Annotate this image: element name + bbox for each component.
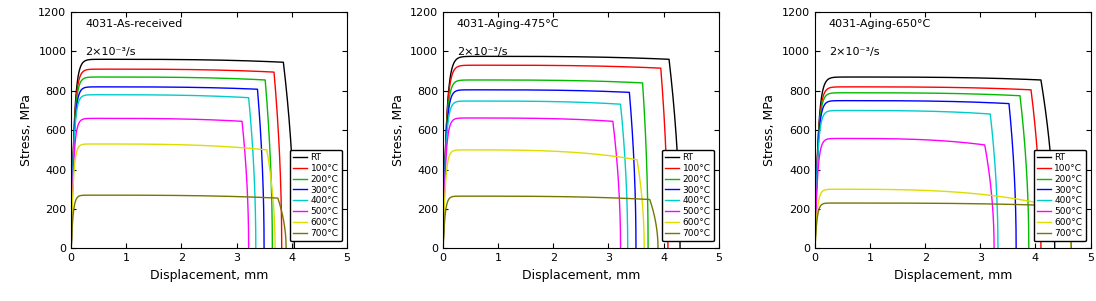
Text: 2×10⁻³/s: 2×10⁻³/s: [85, 48, 136, 57]
Text: 4031-Aging-650°C: 4031-Aging-650°C: [829, 19, 932, 29]
Legend: RT, 100°C, 200°C, 300°C, 400°C, 500°C, 600°C, 700°C: RT, 100°C, 200°C, 300°C, 400°C, 500°C, 6…: [662, 150, 715, 241]
Legend: RT, 100°C, 200°C, 300°C, 400°C, 500°C, 600°C, 700°C: RT, 100°C, 200°C, 300°C, 400°C, 500°C, 6…: [289, 150, 342, 241]
Text: 2×10⁻³/s: 2×10⁻³/s: [457, 48, 507, 57]
Text: 4031-As-received: 4031-As-received: [85, 19, 182, 29]
Y-axis label: Stress, MPa: Stress, MPa: [391, 94, 404, 166]
Y-axis label: Stress, MPa: Stress, MPa: [20, 94, 33, 166]
X-axis label: Displacement, mm: Displacement, mm: [522, 269, 640, 282]
Legend: RT, 100°C, 200°C, 300°C, 400°C, 500°C, 600°C, 700°C: RT, 100°C, 200°C, 300°C, 400°C, 500°C, 6…: [1034, 150, 1086, 241]
Y-axis label: Stress, MPa: Stress, MPa: [764, 94, 776, 166]
Text: 2×10⁻³/s: 2×10⁻³/s: [829, 48, 879, 57]
X-axis label: Displacement, mm: Displacement, mm: [150, 269, 269, 282]
X-axis label: Displacement, mm: Displacement, mm: [893, 269, 1012, 282]
Text: 4031-Aging-475°C: 4031-Aging-475°C: [457, 19, 559, 29]
